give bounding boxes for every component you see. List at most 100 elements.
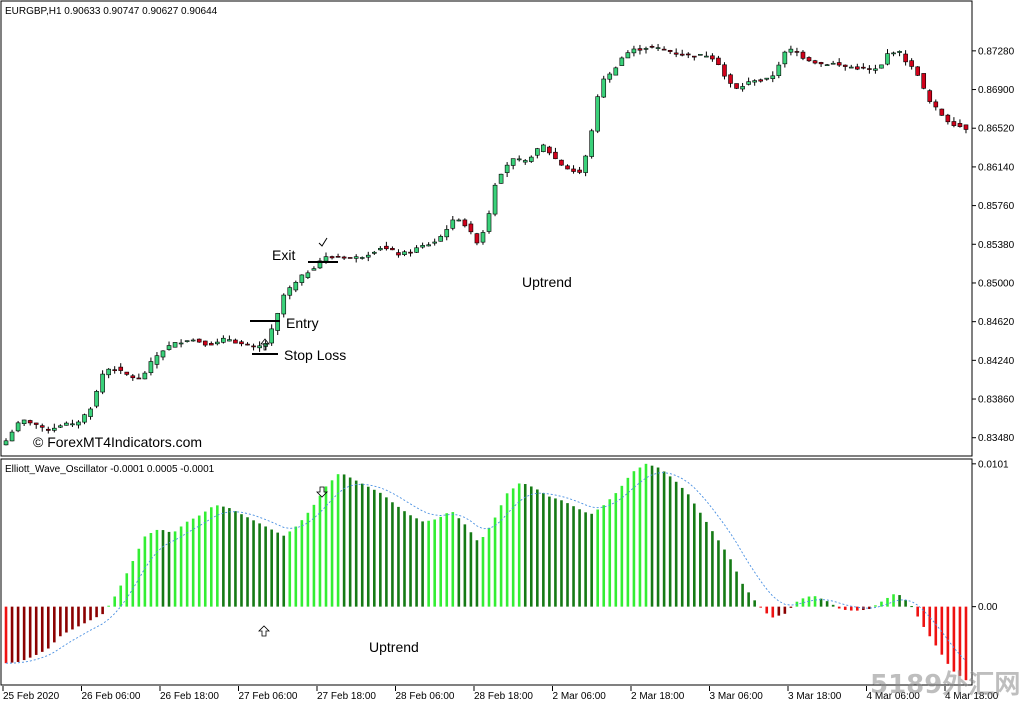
candle: [710, 53, 715, 62]
oscillator-bar: [203, 511, 207, 607]
oscillator-bar: [348, 477, 352, 607]
oscillator-bar: [83, 606, 86, 624]
oscillator-bar: [373, 489, 376, 607]
candle: [915, 66, 920, 76]
time-x-axis: 25 Feb 2020 26 Feb 06:00 26 Feb 18:00 27 Fe…: [2, 686, 999, 702]
oscillator-bar: [276, 532, 280, 607]
oscillator-bar: [831, 604, 835, 607]
oscillator-down-arrow-icon: [316, 486, 328, 498]
oscillator-bar: [868, 606, 871, 609]
oscillator-bar: [197, 515, 201, 607]
candle: [933, 99, 939, 111]
oscillator-bar: [246, 517, 249, 607]
oscillator-bar: [874, 605, 877, 607]
candle: [728, 73, 733, 88]
oscillator-up-arrow-icon: [258, 625, 270, 637]
price-y-axis: 0.87280 0.86900 0.86520 0.86140 0.85760 0.853…: [972, 46, 1015, 444]
oscillator-bar: [711, 531, 714, 607]
oscillator-bar: [777, 606, 781, 616]
candle: [565, 164, 570, 170]
time-tick-label: 3 Mar 18:00: [788, 691, 842, 702]
oscillator-bar: [77, 606, 80, 627]
oscillator-bar: [686, 494, 690, 607]
price-panel-frame[interactable]: [0, 0, 973, 457]
candle: [202, 340, 208, 347]
candle: [426, 242, 431, 247]
candle: [215, 338, 220, 346]
oscillator-bar: [385, 497, 388, 607]
candle: [76, 420, 81, 429]
candle: [52, 423, 57, 433]
oscillator-bar: [149, 533, 153, 607]
oscillator-bar: [113, 596, 116, 607]
candle: [444, 225, 450, 241]
oscillator-bar: [529, 486, 533, 607]
oscillator-bar: [71, 606, 74, 630]
oscillator-bar: [560, 500, 563, 607]
oscillator-bar: [137, 548, 141, 607]
candle: [812, 59, 818, 65]
oscillator-bar: [391, 502, 394, 607]
oscillator-bar: [360, 483, 364, 607]
oscillator-bar: [270, 529, 273, 607]
candle: [293, 280, 299, 293]
candle: [438, 234, 444, 242]
oscillator-bar: [10, 606, 14, 663]
candle: [130, 373, 136, 381]
oscillator-bar: [620, 485, 624, 607]
oscillator-bar: [53, 606, 56, 643]
candle: [704, 51, 709, 58]
candle: [842, 64, 848, 71]
candle: [142, 371, 148, 380]
candle: [577, 166, 582, 175]
candle: [45, 426, 51, 434]
candle: [245, 342, 250, 346]
oscillator-bar: [584, 512, 587, 607]
oscillator-histogram: [4, 463, 968, 681]
indicator-info: Elliott_Wave_Oscillator -0.0001 0.0005 -…: [5, 464, 215, 475]
candle: [861, 63, 866, 70]
candle: [492, 182, 498, 217]
oscillator-bar: [409, 515, 412, 607]
oscillator-bar: [849, 606, 853, 611]
oscillator-bar: [964, 606, 968, 681]
oscillator-bar: [910, 606, 913, 608]
candle: [208, 341, 214, 346]
oscillator-bar: [668, 476, 672, 607]
oscillator-bar: [258, 523, 261, 607]
candle: [927, 89, 933, 104]
copyright-text: © ForexMT4Indicators.com: [33, 434, 202, 450]
oscillator-bar: [940, 606, 944, 655]
oscillator-bar: [572, 506, 575, 607]
candle: [800, 50, 806, 61]
candle: [317, 257, 323, 269]
oscillator-bar: [234, 511, 237, 607]
oscillator-panel-frame[interactable]: [0, 458, 973, 686]
oscillator-bar: [415, 518, 418, 607]
price-tick-label: 0.83860: [978, 395, 1015, 406]
candle: [359, 256, 365, 260]
oscillator-bar: [729, 559, 732, 607]
candle: [818, 61, 824, 67]
candle: [794, 47, 800, 57]
oscillator-bar: [819, 598, 823, 607]
oscillator-bar: [505, 493, 509, 607]
candle: [450, 215, 456, 231]
candle: [673, 48, 679, 58]
candle: [945, 113, 951, 125]
price-tick-label: 0.87280: [978, 46, 1015, 57]
candle: [764, 77, 770, 81]
oscillator-bar: [566, 503, 569, 607]
candle: [420, 242, 425, 249]
candle: [27, 419, 33, 426]
candle: [184, 340, 190, 343]
candle: [873, 64, 878, 74]
oscillator-bar: [324, 486, 328, 607]
candle: [903, 50, 908, 66]
oscillator-bar: [723, 549, 726, 607]
time-tick-label: 25 Feb 2020: [3, 691, 60, 702]
candle: [836, 58, 842, 67]
candle: [607, 71, 613, 83]
oscillator-bar: [590, 513, 593, 607]
